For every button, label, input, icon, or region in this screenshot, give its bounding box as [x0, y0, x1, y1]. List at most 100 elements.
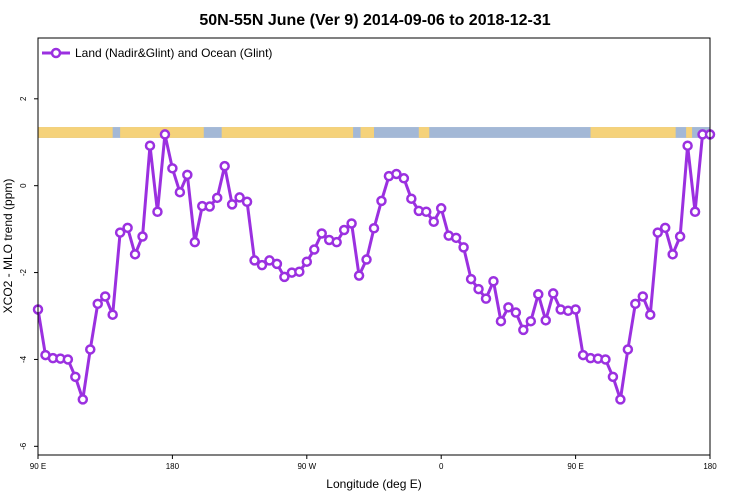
- data-point: [309, 244, 320, 255]
- data-point: [674, 231, 686, 242]
- data-point: [279, 271, 290, 283]
- data-point: [659, 222, 671, 234]
- data-point: [211, 192, 223, 204]
- data-point: [85, 344, 96, 355]
- data-point: [99, 291, 111, 302]
- legend-entry-0: Land (Nadir&Glint) and Ocean (Glint): [75, 46, 272, 60]
- data-point: [77, 394, 89, 405]
- land-band-0: [38, 127, 113, 138]
- data-point: [294, 266, 305, 277]
- y-tick-label: 0: [19, 183, 28, 188]
- data-point: [391, 168, 402, 180]
- y-tick-label: 2: [19, 96, 28, 101]
- land-band-4: [418, 127, 430, 138]
- land-band-6: [686, 127, 693, 138]
- land-band-2: [221, 127, 354, 138]
- data-point: [114, 227, 126, 238]
- data-point: [533, 289, 544, 300]
- data-point: [398, 173, 410, 184]
- x-tick-label: 90 E: [30, 462, 46, 471]
- data-point: [70, 371, 81, 383]
- data-point: [615, 394, 626, 405]
- data-point: [353, 270, 365, 281]
- data-point: [547, 288, 559, 299]
- data-point: [518, 324, 529, 336]
- plot-frame: [37, 37, 711, 456]
- data-point: [570, 304, 581, 315]
- x-axis: 90 E 180 90 W 0 90 E 180: [30, 455, 717, 471]
- series-layer: [32, 129, 716, 405]
- data-point: [122, 222, 133, 234]
- data-point: [346, 218, 357, 229]
- data-point: [182, 169, 193, 181]
- data-point: [630, 298, 641, 310]
- data-point: [167, 163, 178, 174]
- legend: Land (Nadir&Glint) and Ocean (Glint): [42, 46, 272, 60]
- data-point: [144, 140, 156, 151]
- y-tick-label: -2: [19, 268, 28, 276]
- data-point: [159, 129, 171, 140]
- data-point: [473, 283, 484, 295]
- data-point: [107, 309, 118, 320]
- data-point: [435, 203, 447, 214]
- x-tick-label: 180: [703, 462, 717, 471]
- data-point: [271, 258, 283, 270]
- data-point: [525, 315, 537, 327]
- data-point: [682, 140, 693, 151]
- data-point: [137, 231, 148, 242]
- land-band-3: [360, 127, 374, 138]
- data-point: [450, 232, 462, 244]
- data-point: [465, 273, 477, 285]
- data-point: [361, 254, 372, 265]
- data-point: [689, 206, 701, 217]
- x-tick-label: 90 W: [297, 462, 316, 471]
- data-point: [637, 291, 649, 302]
- data-point: [645, 309, 656, 320]
- data-point: [406, 193, 417, 204]
- data-point: [368, 223, 380, 234]
- data-point: [204, 201, 215, 212]
- data-point: [652, 227, 663, 238]
- data-point: [622, 344, 634, 355]
- data-point: [600, 354, 611, 365]
- data-point: [234, 192, 245, 203]
- data-point: [241, 196, 253, 208]
- data-point: [92, 298, 103, 310]
- data-point: [316, 228, 327, 239]
- data-point: [301, 256, 313, 267]
- data-point: [540, 315, 551, 326]
- data-point: [62, 354, 74, 365]
- data-point: [458, 242, 469, 253]
- data-point: [376, 195, 387, 207]
- data-point: [421, 206, 432, 217]
- data-point: [219, 160, 230, 172]
- data-point: [249, 255, 260, 266]
- data-point: [226, 199, 238, 210]
- land-ocean-strip: [38, 127, 710, 138]
- x-tick-label: 90 E: [567, 462, 583, 471]
- data-point: [510, 307, 522, 318]
- x-tick-label: 180: [166, 462, 180, 471]
- y-axis-label: XCO2 - MLO trend (ppm): [1, 179, 15, 314]
- data-point: [667, 249, 678, 260]
- data-point: [428, 216, 439, 227]
- land-band-5: [590, 127, 676, 138]
- y-tick-label: -4: [19, 355, 28, 363]
- legend-marker-swatch: [50, 47, 62, 59]
- y-axis: 2 0 -2 -4 -6: [19, 96, 38, 450]
- x-tick-label: 0: [439, 462, 444, 471]
- data-point: [338, 224, 350, 236]
- data-point: [189, 236, 201, 248]
- data-point: [129, 249, 141, 260]
- data-point: [480, 293, 492, 304]
- data-point: [152, 206, 163, 217]
- y-tick-label: -6: [19, 442, 28, 450]
- data-point: [488, 276, 499, 287]
- chart-title: 50N-55N June (Ver 9) 2014-09-06 to 2018-…: [199, 12, 550, 29]
- data-point: [331, 236, 342, 248]
- data-point: [503, 302, 514, 313]
- x-axis-label: Longitude (deg E): [326, 477, 421, 491]
- data-point: [607, 371, 619, 383]
- data-point: [256, 259, 268, 271]
